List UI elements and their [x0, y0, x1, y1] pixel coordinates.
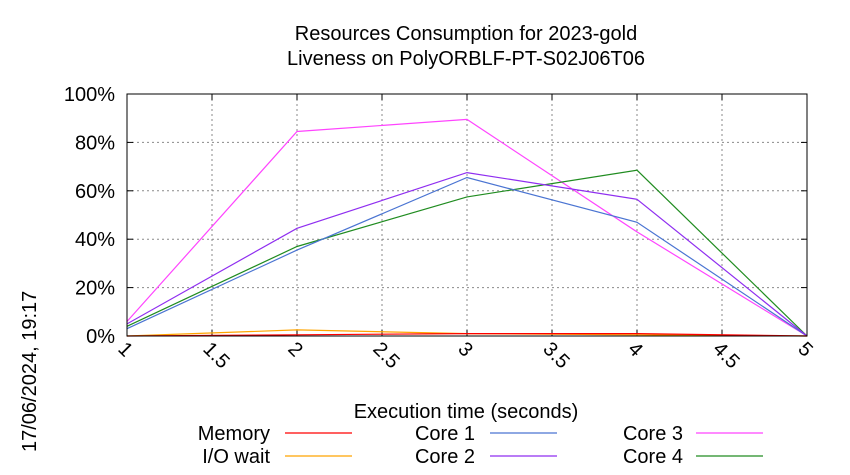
- legend-label-i-o-wait: I/O wait: [202, 446, 270, 468]
- y-tick-label: 60%: [75, 181, 115, 203]
- legend-label-core-4: Core 4: [623, 446, 683, 468]
- x-tick-label: 4.5: [708, 338, 743, 373]
- y-axis-ticks: 0% 20% 40% 60% 80% 100%: [64, 84, 807, 348]
- legend-label-core-2: Core 2: [415, 446, 475, 468]
- series-line-core-3: [126, 118, 808, 337]
- x-tick-label: 3: [453, 338, 476, 361]
- x-tick-label: 1: [113, 338, 136, 361]
- x-tick-label: 3.5: [538, 338, 573, 373]
- chart-title-line1: Resources Consumption for 2023-gold: [295, 23, 637, 45]
- y-tick-label: 40%: [75, 229, 115, 251]
- y-tick-label: 80%: [75, 132, 115, 154]
- x-tick-label: 2.5: [368, 338, 403, 373]
- x-tick-label: 5: [793, 338, 816, 361]
- timestamp: 17/06/2024, 19:17: [19, 291, 41, 452]
- series-line-core-2: [126, 171, 808, 337]
- x-tick-label: 4: [623, 338, 646, 361]
- x-tick-label: 1.5: [198, 338, 233, 373]
- x-tick-label: 2: [283, 338, 306, 361]
- legend-label-core-3: Core 3: [623, 423, 683, 445]
- legend-label-memory: Memory: [198, 423, 270, 445]
- y-tick-label: 100%: [64, 84, 115, 106]
- legend-label-core-1: Core 1: [415, 423, 475, 445]
- series-line-core-1: [126, 176, 808, 337]
- x-axis-label: Execution time (seconds): [354, 401, 579, 423]
- grid: [127, 94, 807, 336]
- y-tick-label: 20%: [75, 278, 115, 300]
- series-line-core-4: [126, 169, 808, 337]
- series-lines: [126, 118, 808, 337]
- plot-frame: [126, 93, 808, 337]
- chart-title-line2: Liveness on PolyORBLF-PT-S02J06T06: [287, 48, 645, 70]
- y-tick-label: 0%: [86, 326, 115, 348]
- x-axis-ticks: 1 1.5 2 2.5 3 3.5 4 4.5 5: [113, 94, 817, 373]
- series-line-memory: [126, 333, 808, 337]
